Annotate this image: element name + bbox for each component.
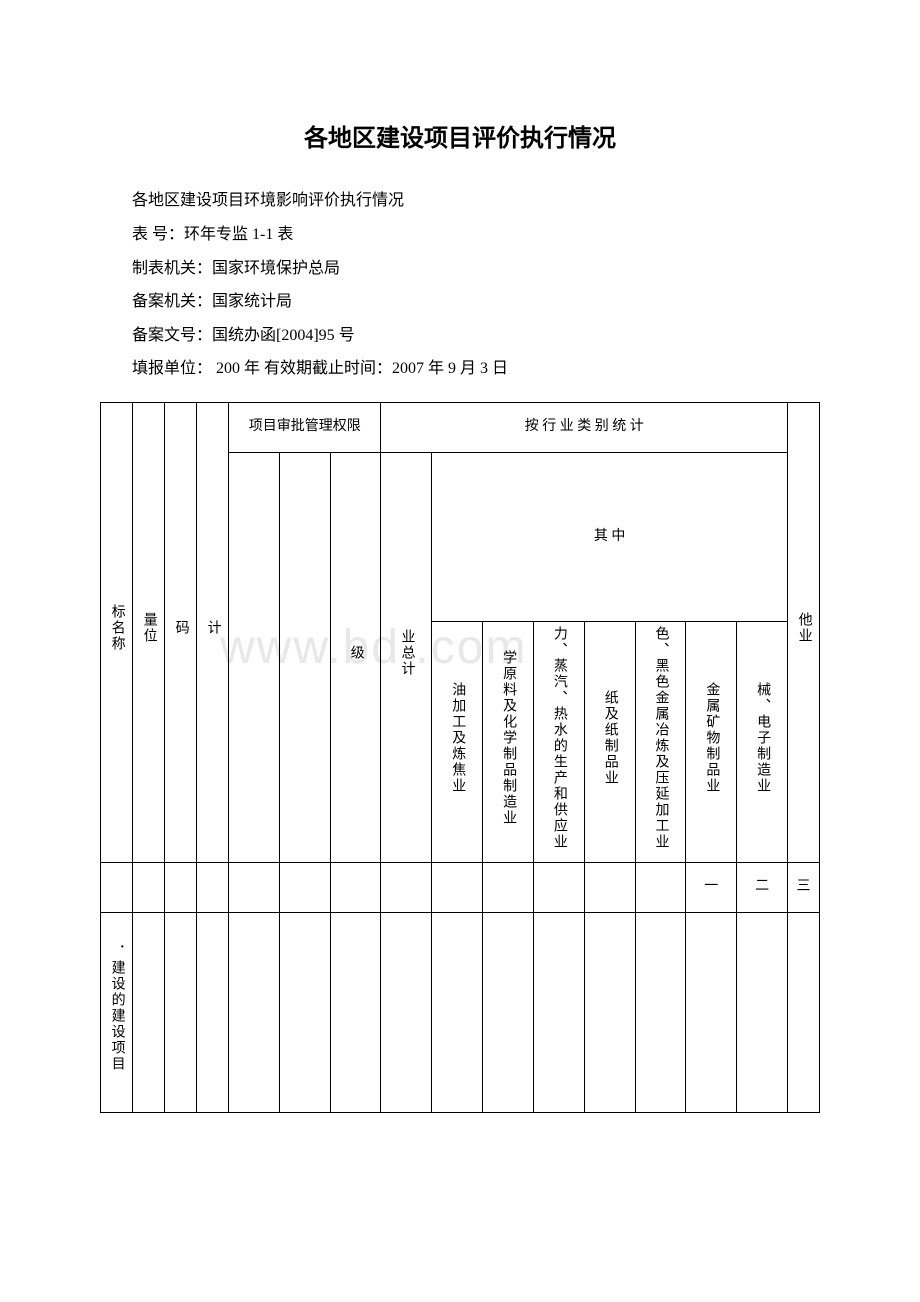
cell xyxy=(133,862,165,912)
col-header-4: 计 xyxy=(197,402,229,862)
col-header-8: 业总计 xyxy=(381,452,432,862)
header-row-1: 标名称 量位 码 计 项目审批管理权限 按 行 业 类 别 统 计 他业 xyxy=(101,402,820,452)
header-group-industry: 按 行 业 类 别 统 计 xyxy=(381,402,788,452)
cell xyxy=(533,862,584,912)
meta-reporter: 填报单位： 200 年 有效期截止时间：2007 年 9 月 3 日 xyxy=(100,356,820,382)
col-header-6 xyxy=(279,452,330,862)
subtitle: 各地区建设项目环境影响评价执行情况 xyxy=(100,188,820,214)
cell xyxy=(686,912,737,1112)
cell xyxy=(432,862,483,912)
col-header-3: 码 xyxy=(165,402,197,862)
cell xyxy=(197,862,229,912)
col-header-2: 量位 xyxy=(133,402,165,862)
cell xyxy=(229,862,280,912)
col-header-5 xyxy=(229,452,280,862)
page-title: 各地区建设项目评价执行情况 xyxy=(100,120,820,158)
meta-table-number: 表 号：环年专监 1-1 表 xyxy=(100,222,820,248)
cell xyxy=(483,912,534,1112)
cell xyxy=(381,912,432,1112)
index-row: 一 二 三 xyxy=(101,862,820,912)
col-header-14: 金属矿物制品业 xyxy=(686,621,737,862)
cell xyxy=(432,912,483,1112)
cell xyxy=(788,912,820,1112)
cell xyxy=(101,862,133,912)
cell xyxy=(483,862,534,912)
col-header-15: 械、电子制造业 xyxy=(737,621,788,862)
col-header-11: 力、蒸汽、热水的生产和供应业 xyxy=(533,621,584,862)
col-header-9: 油加工及炼焦业 xyxy=(432,621,483,862)
cell xyxy=(381,862,432,912)
cell xyxy=(635,862,686,912)
col-header-7: 级 xyxy=(330,452,381,862)
cell xyxy=(229,912,280,1112)
cell xyxy=(584,912,635,1112)
cell xyxy=(635,912,686,1112)
cell xyxy=(330,912,381,1112)
data-row-1: ．建设的建设项目 xyxy=(101,912,820,1112)
cell xyxy=(197,912,229,1112)
cell xyxy=(165,912,197,1112)
col-header-13: 色、黑色金属冶炼及压延加工业 xyxy=(635,621,686,862)
col-header-1: 标名称 xyxy=(101,402,133,862)
cell-idx-14: 一 xyxy=(686,862,737,912)
cell xyxy=(165,862,197,912)
cell xyxy=(584,862,635,912)
meta-filing-doc: 备案文号：国统办函[2004]95 号 xyxy=(100,323,820,349)
cell xyxy=(533,912,584,1112)
header-sub-qizhong: 其 中 xyxy=(432,452,788,621)
cell-idx-15: 二 xyxy=(737,862,788,912)
cell xyxy=(133,912,165,1112)
col-header-12: 纸及纸制品业 xyxy=(584,621,635,862)
meta-creator: 制表机关：国家环境保护总局 xyxy=(100,256,820,282)
cell-idx-16: 三 xyxy=(788,862,820,912)
col-header-10: 学原料及化学制品制造业 xyxy=(483,621,534,862)
cell xyxy=(279,862,330,912)
header-group-approval: 项目审批管理权限 xyxy=(229,402,381,452)
meta-block: 各地区建设项目环境影响评价执行情况 表 号：环年专监 1-1 表 制表机关：国家… xyxy=(100,188,820,382)
data-table: 标名称 量位 码 计 项目审批管理权限 按 行 业 类 别 统 计 他业 级 业… xyxy=(100,402,820,1113)
row-label: ．建设的建设项目 xyxy=(101,912,133,1112)
cell xyxy=(737,912,788,1112)
meta-filing-agency: 备案机关：国家统计局 xyxy=(100,289,820,315)
cell xyxy=(279,912,330,1112)
col-header-16: 他业 xyxy=(788,402,820,862)
cell xyxy=(330,862,381,912)
